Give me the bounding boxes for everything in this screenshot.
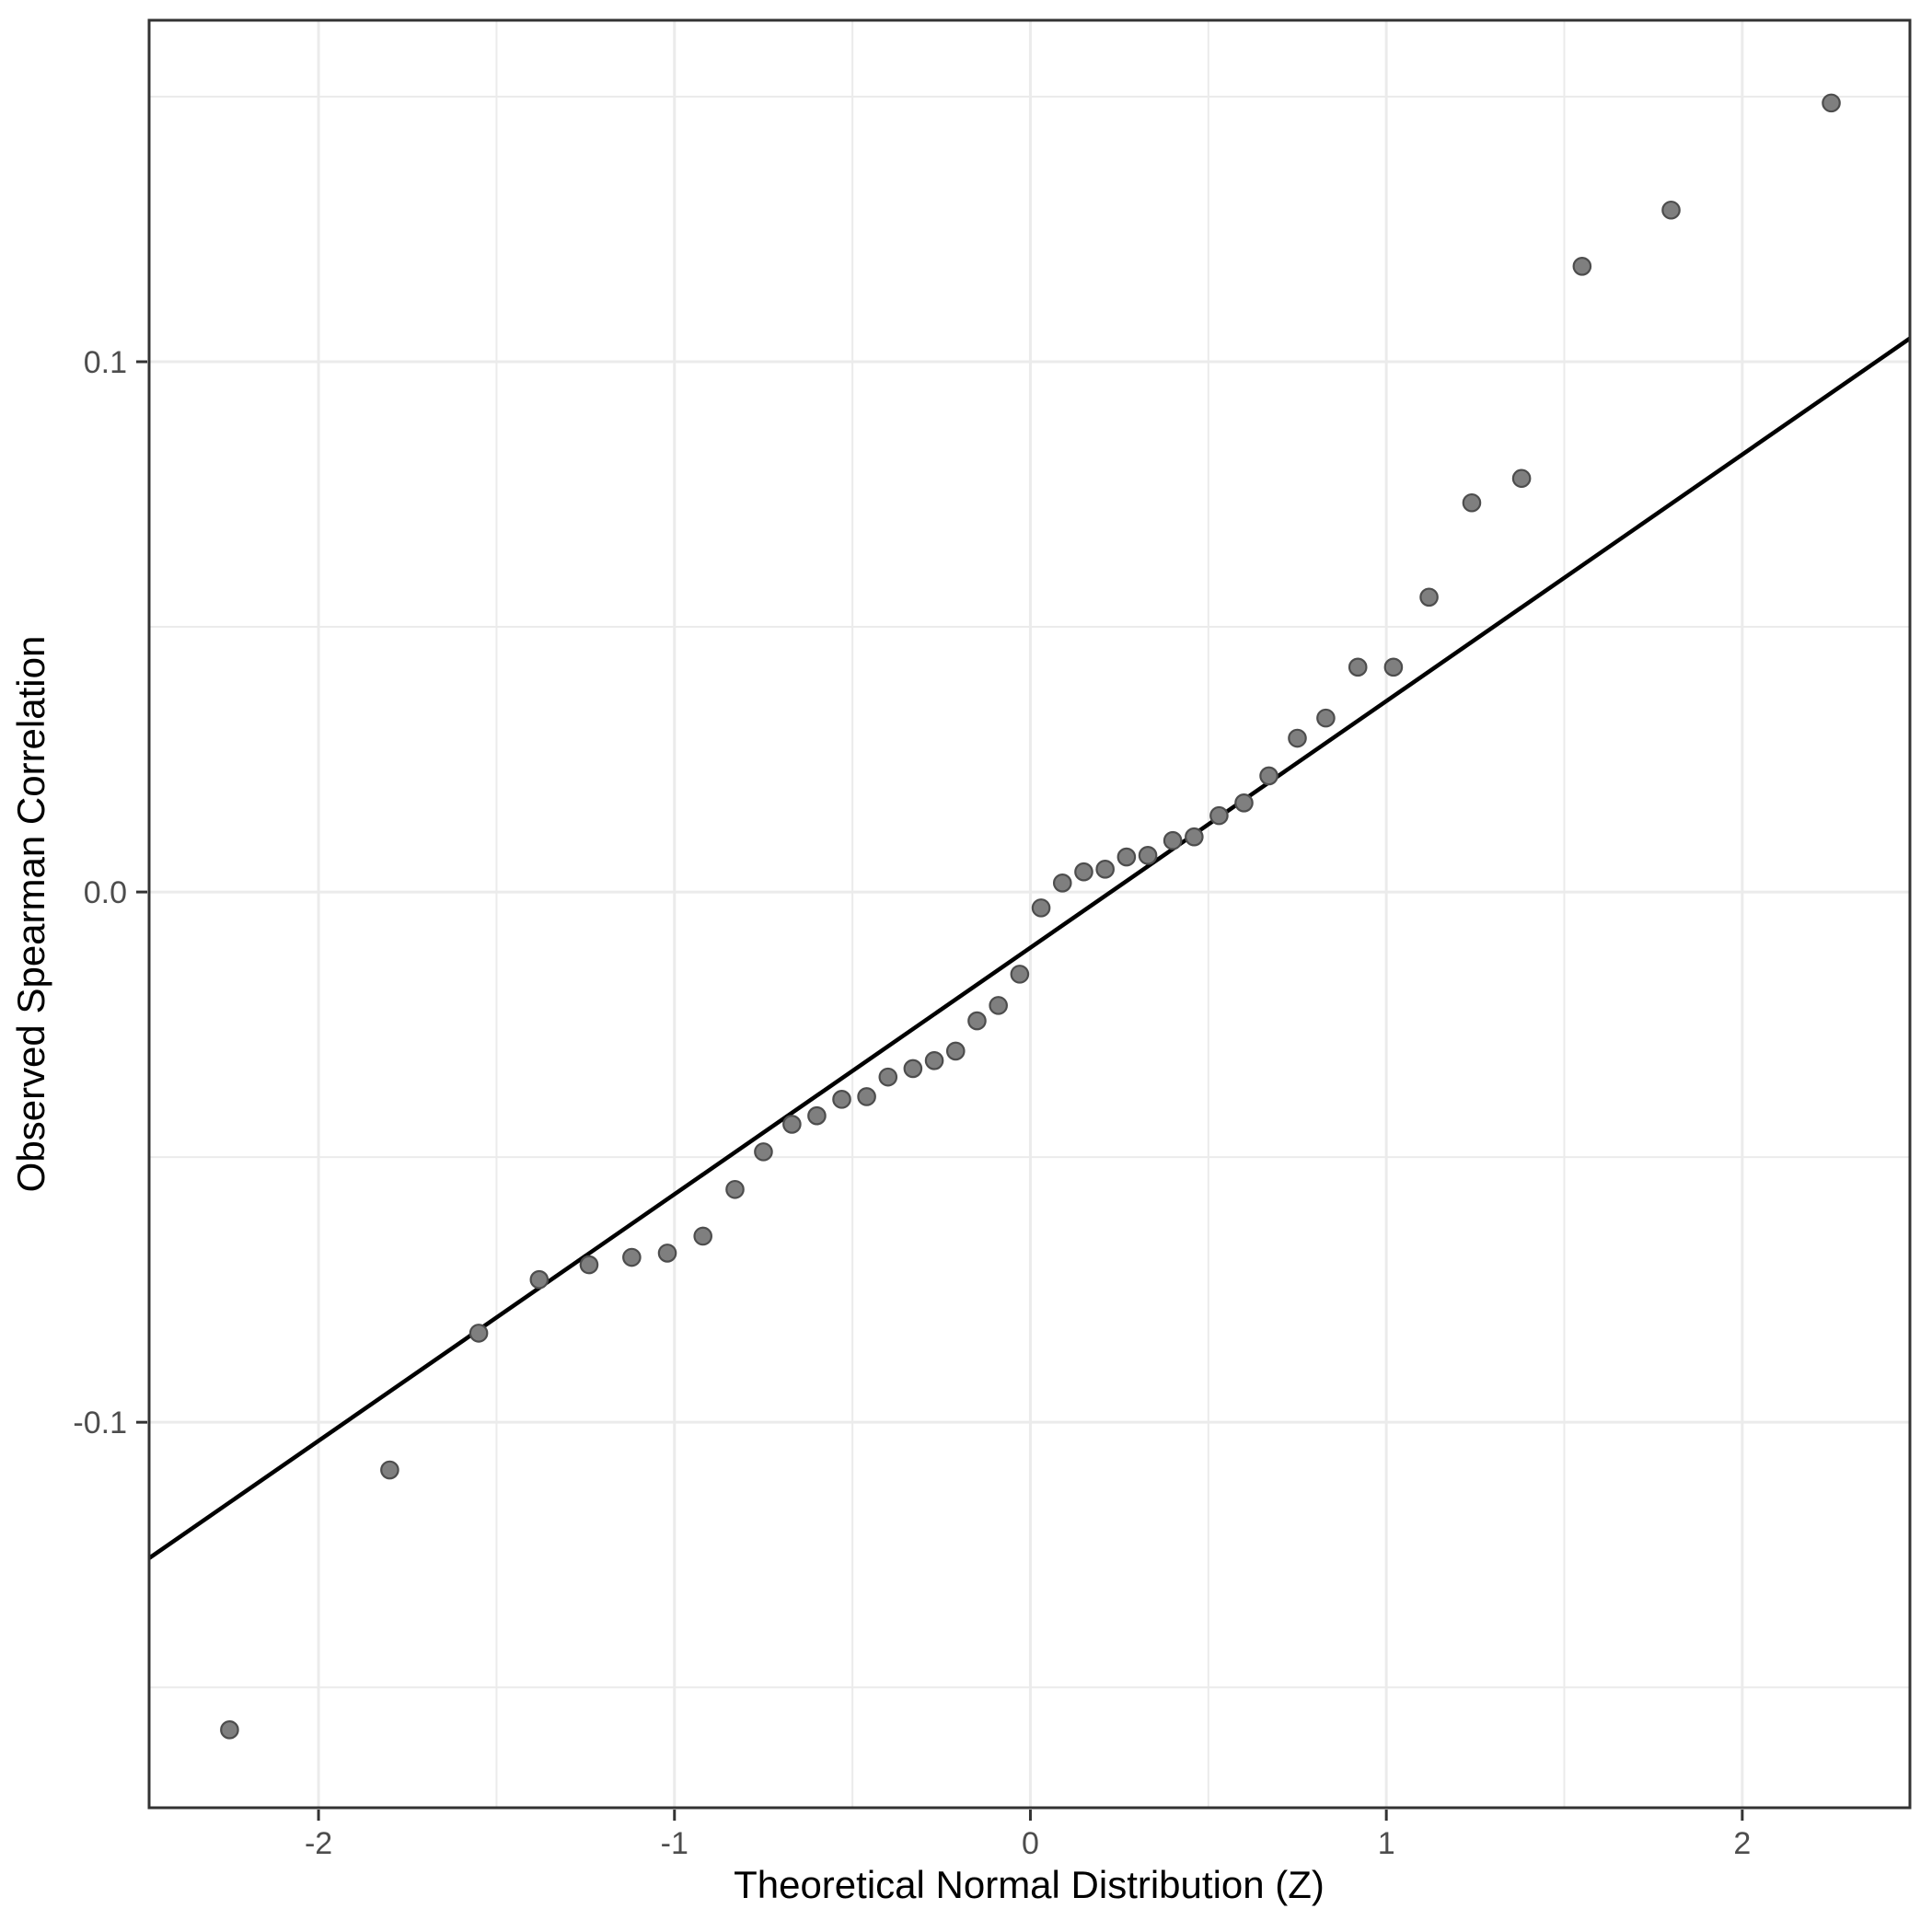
data-point (1316, 708, 1336, 728)
data-point (1031, 898, 1051, 918)
data-point (1348, 657, 1368, 677)
data-point (1095, 860, 1115, 879)
data-point (903, 1059, 923, 1079)
y-axis-tick-labels: 0.1 0.0 -0.1 (73, 345, 127, 1440)
data-point (579, 1255, 599, 1275)
data-point (622, 1247, 642, 1267)
data-point (1116, 847, 1137, 867)
y-axis-tick-marks (136, 360, 147, 1424)
data-point (1661, 200, 1681, 220)
data-point (1234, 793, 1254, 813)
data-point (1572, 257, 1592, 276)
data-point (782, 1115, 802, 1134)
data-point (1185, 827, 1204, 847)
panel-border (147, 18, 1912, 1810)
x-axis-title: Theoretical Normal Distribution (Z) (734, 1863, 1325, 1906)
data-point (1511, 469, 1532, 489)
data-point (924, 1050, 944, 1070)
x-tick-label: 2 (1733, 1826, 1751, 1861)
x-axis-tick-marks (317, 1810, 1744, 1821)
y-tick-label: 0.0 (84, 875, 127, 910)
data-point (1288, 728, 1307, 748)
reference-line (147, 336, 1912, 1560)
y-axis-title: Observed Spearman Correlation (9, 636, 52, 1193)
data-point (657, 1244, 677, 1263)
major-gridlines (149, 20, 1910, 1808)
data-point (1163, 830, 1183, 850)
y-tick-label: 0.1 (84, 345, 127, 380)
data-point (945, 1041, 966, 1061)
data-point (529, 1269, 550, 1290)
scatter-points (220, 93, 1841, 1740)
data-point (1822, 93, 1841, 113)
data-point (1419, 587, 1439, 607)
data-point (857, 1087, 876, 1106)
data-point (1138, 846, 1158, 865)
data-point (1383, 657, 1404, 677)
data-point (469, 1324, 489, 1343)
x-axis-tick-labels: -2 -1 0 1 2 (305, 1826, 1751, 1861)
data-point (807, 1105, 827, 1126)
data-point (380, 1460, 399, 1480)
x-tick-label: -1 (661, 1826, 688, 1861)
data-point (754, 1142, 773, 1162)
data-point (693, 1226, 713, 1246)
x-tick-label: -2 (305, 1826, 332, 1861)
data-point (832, 1090, 851, 1109)
data-point (1052, 873, 1072, 893)
data-point (878, 1067, 898, 1087)
data-point (1259, 766, 1278, 786)
y-tick-label: -0.1 (73, 1406, 127, 1440)
x-tick-label: 1 (1378, 1826, 1395, 1861)
data-point (1010, 965, 1030, 984)
data-point (1462, 492, 1482, 513)
data-point (989, 996, 1008, 1015)
data-point (725, 1179, 745, 1199)
data-point (220, 1720, 239, 1740)
reference-line-group (147, 336, 1912, 1560)
data-point (1074, 862, 1093, 882)
x-tick-label: 0 (1022, 1826, 1039, 1861)
data-point (967, 1011, 987, 1031)
data-point (1209, 805, 1229, 826)
